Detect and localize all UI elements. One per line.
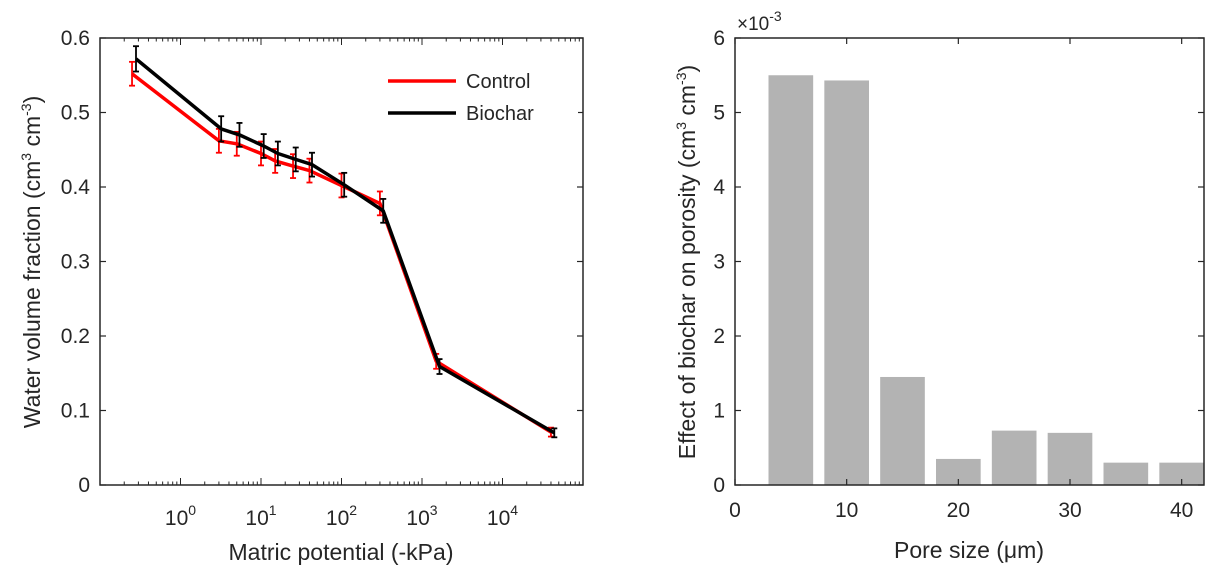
- error-bar-biochar: [260, 133, 267, 159]
- legend-label-control: Control: [466, 71, 530, 93]
- error-bar-biochar: [132, 45, 139, 73]
- left-chart-marks: [129, 45, 558, 439]
- right-axis-ticks: 0 1 2 3 4 5 6 0 10 20 30 40: [713, 27, 1204, 522]
- bar: [1047, 432, 1093, 485]
- legend: Control Biochar: [378, 64, 578, 128]
- error-bar-control: [376, 190, 383, 217]
- x-tick-label: 0: [729, 499, 741, 522]
- y-tick-label: 0.6: [61, 27, 90, 50]
- y-tick-label: 0.4: [61, 176, 91, 199]
- y-tick-label: 0.1: [61, 400, 90, 423]
- y-tick-label: 3: [713, 251, 725, 274]
- left-x-axis-title: Matric potential (-kPa): [229, 539, 454, 565]
- error-bar-biochar: [308, 151, 315, 178]
- y-tick-label: 5: [713, 102, 725, 125]
- y-tick-label: 0.5: [61, 102, 90, 125]
- right-y-axis-title: Effect of biochar on porosity (cm3 cm-3): [673, 65, 700, 459]
- error-bar-biochar: [551, 427, 558, 439]
- right-chart-marks: [768, 75, 1204, 485]
- water-retention-chart: 0 0.1 0.2 0.3 0.4 0.5 0.6 100 101 102 103 104 Matri…: [18, 27, 584, 565]
- right-x-axis-title: Pore size (μm): [894, 537, 1044, 563]
- bar: [1159, 462, 1204, 485]
- bar: [768, 75, 814, 485]
- bar: [824, 80, 869, 485]
- y-tick-label: 0: [78, 474, 90, 497]
- error-bar-biochar: [274, 140, 281, 167]
- error-bar-biochar: [341, 171, 348, 198]
- bar: [880, 376, 925, 485]
- x-tick-label: 40: [1170, 499, 1193, 522]
- y-tick-label: 0.2: [61, 325, 90, 348]
- bar: [991, 430, 1037, 485]
- error-bar-biochar: [218, 115, 225, 143]
- error-bar-biochar: [436, 358, 443, 375]
- x-tick-label: 20: [947, 499, 970, 522]
- y-tick-label: 1: [713, 400, 725, 423]
- left-axis-ticks: 0 0.1 0.2 0.3 0.4 0.5 0.6 100 101 102 103 104: [61, 27, 583, 530]
- error-bar-control: [129, 60, 136, 87]
- y-tick-label: 6: [713, 27, 725, 50]
- legend-box: [378, 64, 578, 128]
- legend-label-biochar: Biochar: [466, 103, 534, 125]
- y-tick-label: 2: [713, 325, 725, 348]
- x-tick-label: 103: [406, 502, 437, 530]
- error-bar-biochar: [292, 146, 299, 173]
- y-tick-label: 0: [713, 474, 725, 497]
- y-tick-label: 0.3: [61, 251, 90, 274]
- x-tick-label: 100: [165, 502, 196, 530]
- left-y-axis-title: Water volume fraction (cm3 cm-3): [18, 96, 45, 429]
- y-tick-label: 4: [713, 176, 725, 199]
- x-tick-label: 30: [1058, 499, 1081, 522]
- bar: [1103, 462, 1149, 485]
- x-tick-label: 101: [245, 502, 276, 530]
- error-bar-biochar: [236, 122, 243, 148]
- x-tick-label: 102: [326, 502, 357, 530]
- right-scale-exponent: ×10-3: [737, 8, 782, 35]
- x-tick-label: 10: [835, 499, 858, 522]
- pore-size-effect-chart: 0 1 2 3 4 5 6 0 10 20 30 40 ×10-3 Pore size (μm) Ef…: [673, 8, 1205, 563]
- x-tick-label: 104: [487, 502, 518, 530]
- error-bar-biochar: [380, 198, 387, 224]
